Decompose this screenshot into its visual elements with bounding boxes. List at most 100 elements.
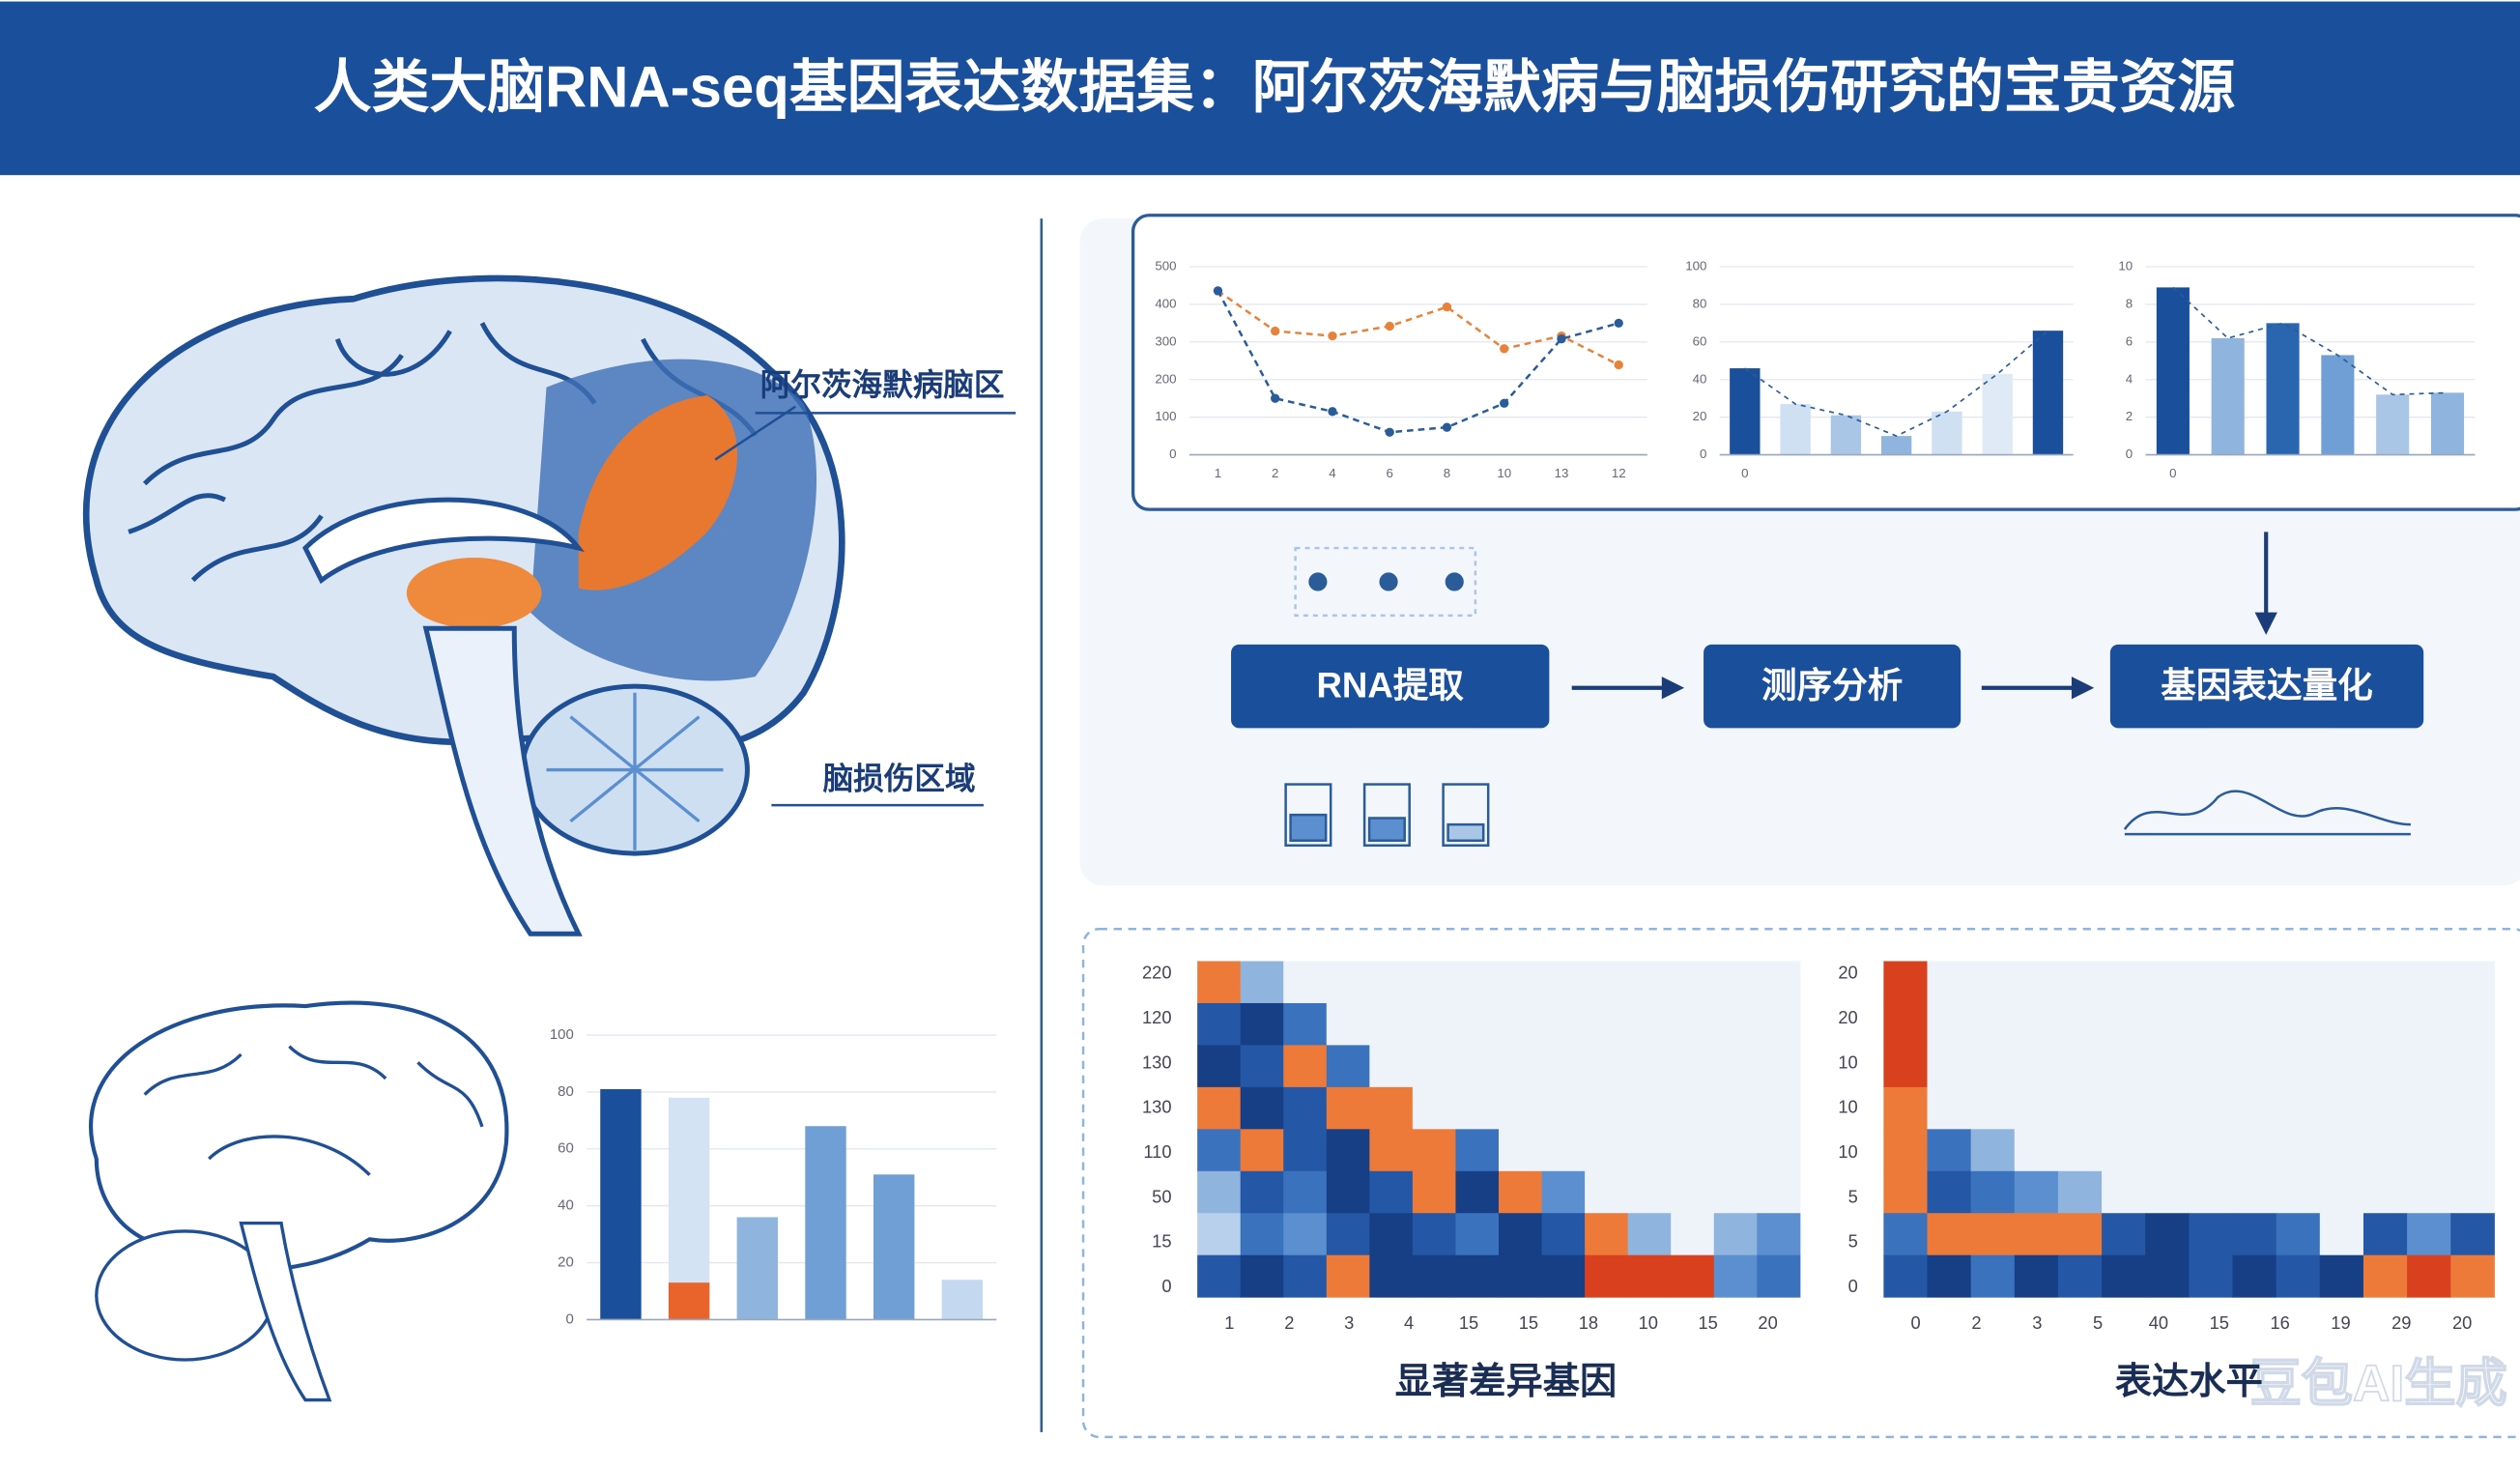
heatmap-cell	[1326, 1129, 1370, 1172]
heatmap-cell	[2145, 1170, 2190, 1214]
heatmap-cell	[2450, 1254, 2495, 1298]
heatmap-cell	[1627, 1086, 1672, 1130]
heatmap-cell	[1883, 1213, 1928, 1256]
flow-step-label: 基因表达量化	[2161, 665, 2372, 705]
heatmap-cell	[1197, 1002, 1242, 1046]
heatmap-cell	[2014, 961, 2059, 1004]
y-tick-label: 300	[1155, 333, 1176, 348]
heatmap-cell	[2145, 1045, 2190, 1088]
y-tick-label: 130	[1142, 1051, 1172, 1072]
heatmap-cell	[1627, 961, 1672, 1004]
y-tick-label: 110	[1143, 1141, 1171, 1162]
heatmap-cell	[1627, 1254, 1672, 1298]
heatmap-cell	[1757, 961, 1801, 1004]
y-tick-label: 100	[1685, 259, 1706, 274]
y-tick-label: 5	[1848, 1186, 1858, 1206]
heatmap-cell	[2057, 1086, 2103, 1130]
y-tick-label: 400	[1155, 296, 1176, 310]
heatmap-cell	[1455, 1213, 1500, 1256]
x-tick-label: 16	[2270, 1312, 2289, 1333]
heatmap-cell	[1283, 1213, 1328, 1256]
heatmap-cell	[1585, 1002, 1629, 1046]
x-tick-label: 13	[1555, 466, 1569, 480]
heatmap-cell	[2232, 1002, 2277, 1046]
bar	[1780, 404, 1811, 455]
heatmap-cell	[1713, 1045, 1758, 1088]
watermark: 豆包AI生成	[2250, 1355, 2507, 1412]
heatmap-cell	[1197, 1129, 1242, 1172]
bar	[805, 1126, 846, 1320]
heatmap-cell	[2057, 1254, 2103, 1298]
bar	[2430, 392, 2465, 455]
heatmap-cell	[1970, 1002, 2016, 1046]
heatmap-cell	[2450, 1129, 2495, 1172]
heatmap-cell	[2407, 1002, 2451, 1046]
heatmap-cell	[1369, 1129, 1414, 1172]
heatmap-caption: 显著差异基因	[1395, 1361, 1618, 1402]
heatmap-cell	[2319, 1213, 2364, 1256]
heatmap-cell	[2276, 1002, 2321, 1046]
point	[1614, 360, 1623, 370]
heatmap-cell	[2145, 1002, 2190, 1046]
heatmap-cell	[2319, 1086, 2364, 1130]
heatmap-cell	[1757, 1002, 1801, 1046]
heatmap-caption: 表达水平	[2115, 1361, 2263, 1402]
heatmap-cell	[1927, 1213, 1972, 1256]
heatmap-cell	[1369, 1254, 1414, 1298]
heatmap-cell	[1369, 1086, 1414, 1130]
heatmap-cell	[1240, 1170, 1284, 1214]
heatmap-cell	[2232, 1086, 2277, 1130]
y-tick-label: 200	[1155, 371, 1176, 386]
y-tick-label: 10	[2118, 259, 2133, 274]
heatmap-cell	[1541, 961, 1586, 1004]
heatmap-cell	[1757, 1129, 1801, 1172]
heatmap-cell	[1927, 1170, 1972, 1214]
y-tick-label: 100	[1155, 409, 1176, 423]
heatmap-cell	[1369, 1002, 1414, 1046]
y-tick-label: 4	[2126, 371, 2133, 386]
heatmap-cell	[1240, 1045, 1284, 1088]
heatmap-cell	[1412, 1129, 1456, 1172]
x-tick-label: 6	[1387, 466, 1393, 480]
heatmap-cell	[1713, 1254, 1758, 1298]
arrow-head	[2254, 612, 2277, 635]
y-tick-label: 60	[1693, 333, 1707, 348]
heatmap-cell	[2014, 1002, 2059, 1046]
bar	[1830, 415, 1862, 455]
heatmap-cell	[1713, 1170, 1758, 1214]
heatmap-cell	[2057, 1002, 2103, 1046]
heatmap-cell	[1369, 1213, 1414, 1256]
y-tick-label: 20	[1838, 1007, 1857, 1027]
x-tick-label: 2	[1971, 1312, 1981, 1333]
x-tick-label: 2	[1284, 1312, 1294, 1333]
y-tick-label: 120	[1142, 1007, 1172, 1027]
heatmap-cell	[1541, 1086, 1586, 1130]
heatmap-cell	[1455, 1086, 1500, 1130]
bar	[1730, 368, 1761, 455]
heatmap-cell	[1412, 1002, 1456, 1046]
heatmap-cell	[1412, 1170, 1456, 1214]
heatmap-cell	[2057, 1129, 2103, 1172]
heatmap-cell	[1369, 961, 1414, 1004]
heatmap-cell	[1883, 1002, 1928, 1046]
heatmap-cell	[1927, 961, 1972, 1004]
heatmap-cell	[1326, 1086, 1370, 1130]
x-tick-label: 0	[1741, 466, 1748, 480]
y-tick-label: 2	[2126, 409, 2133, 423]
flow-step-label: 测序分析	[1761, 665, 1903, 705]
heatmap-cell	[2014, 1254, 2059, 1298]
heatmap-cell	[2102, 1045, 2146, 1088]
heatmap-cell	[1240, 1213, 1284, 1256]
heatmap-cell	[1455, 1129, 1500, 1172]
heatmap-cell	[1671, 1213, 1715, 1256]
heatmap-cell	[2057, 1170, 2103, 1214]
heatmap-cell	[1283, 1170, 1328, 1214]
heatmap-panel	[1081, 928, 2520, 1439]
y-tick-label: 50	[1152, 1186, 1171, 1206]
heatmap-cell	[1455, 1002, 1500, 1046]
heatmap-cell	[1627, 1170, 1672, 1214]
heatmap-cell	[2189, 1213, 2234, 1256]
x-tick-label: 8	[1444, 466, 1450, 480]
flow-step	[1231, 644, 1550, 729]
